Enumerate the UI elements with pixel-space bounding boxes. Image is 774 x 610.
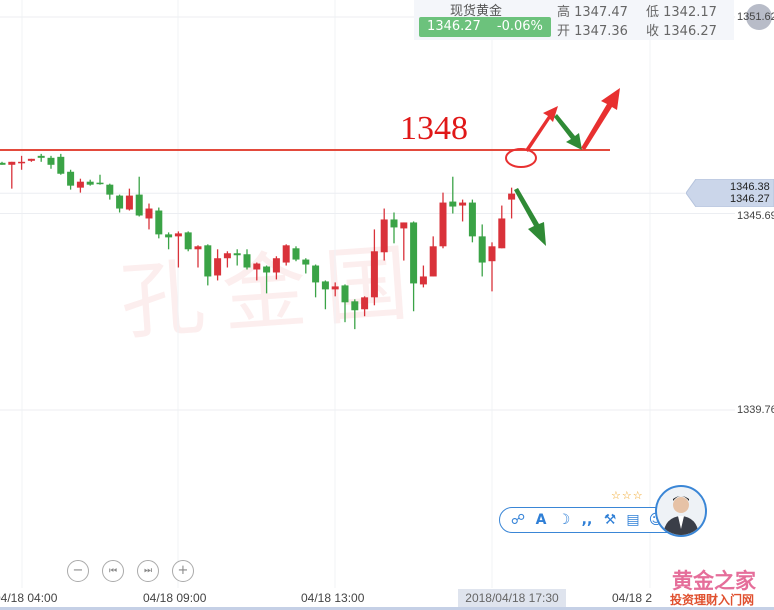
candle-body [400,222,408,229]
candle-body [106,184,114,195]
candle-body [243,254,251,268]
candle-body [410,222,418,284]
avatar[interactable] [655,485,707,537]
price-label: 1346.38 [730,181,770,193]
red-arrow-up-icon [525,106,558,152]
candle-body [47,157,55,165]
candle-body [135,194,143,216]
y-tick-label: 1339.76 [737,404,774,416]
open-price: 开 1347.36 [557,24,628,39]
candle-body [155,210,163,235]
candle-body [76,181,84,188]
candle-body [57,156,65,174]
price-label: 1346.27 [730,193,770,205]
candles [0,153,516,330]
candle-body [380,219,388,253]
x-axis [0,588,774,610]
green-arrow-down-icon-2 [514,188,546,246]
grid [0,0,735,588]
gear-icon[interactable] [746,4,772,30]
candle-body [145,208,153,219]
candle-body [253,263,261,270]
crosshair-time-label: 2018/04/18 17:30 [458,589,566,607]
candle-body [263,266,271,273]
site-logo: 黄金之家 [672,569,756,593]
candle-body [478,236,486,263]
x-tick-label: 04/18 13:00 [301,591,365,605]
close-price: 收 1346.27 [646,24,717,39]
moon-icon[interactable]: ☽ [557,512,571,528]
candle-body [184,232,192,250]
candle-body [498,218,506,249]
rating-stars: ☆☆☆ [611,489,644,502]
candle-body [488,246,496,262]
wrench-icon[interactable]: ⚒ [603,512,617,528]
red-arrow-up-icon-2 [581,88,620,150]
candle-body [37,155,45,158]
candle-body [321,281,329,290]
quote-panel: 现货黄金 1346.27 -0.06% 高 1347.47 低 1342.17 … [414,0,734,40]
high-price: 高 1347.47 [557,5,628,20]
instrument-name: 现货黄金 [450,4,503,19]
y-tick-label: 1351.62 [737,11,774,23]
clipboard-icon[interactable]: ▤ [626,512,640,528]
candle-body [312,265,320,283]
zoom-out-button[interactable]: − [67,560,89,582]
candle-body [223,253,231,259]
lock-icon[interactable]: ☍ [510,512,526,528]
candle-body [370,251,378,298]
candle-body [27,158,35,161]
text-icon[interactable]: A [535,512,547,528]
candle-body [468,202,476,237]
candle-body [125,195,133,210]
candle-body [214,258,222,276]
candle-body [439,202,447,247]
candle-body [194,246,202,250]
candle-body [351,301,359,311]
scroll-end-button[interactable]: ⏭ [137,560,159,582]
zoom-in-button[interactable]: + [172,560,194,582]
price-badge: 1346.27 -0.06% [419,17,551,37]
candle-body [459,202,467,206]
candle-body [341,285,349,303]
low-price: 低 1342.17 [646,5,717,20]
annotation-label: 1348 [400,110,468,147]
x-tick-label: 04/18 2 [612,591,653,605]
candle-body [282,245,290,263]
candle-body [233,253,241,256]
annotation-circle [505,148,537,168]
candle-body [429,246,437,277]
candle-body [18,161,26,164]
quote-icon[interactable]: ,, [581,512,593,528]
candle-body [449,201,457,207]
candle-body [508,193,516,200]
candle-body [390,219,398,228]
candle-body [67,171,75,186]
candle-body [292,248,300,260]
x-tick-label: 04/18 04:00 [0,591,58,605]
candle-body [361,297,369,310]
y-tick-label: 1345.69 [737,210,774,222]
scroll-start-button[interactable]: ⏮ [102,560,124,582]
candle-body [86,181,94,185]
last-price: 1346.27 [427,19,481,34]
candle-body [204,245,212,277]
candle-body [272,258,280,273]
candle-body [0,162,6,165]
change-percent: -0.06% [496,19,543,34]
site-logo-subtitle: 投资理财入门网 [670,593,755,607]
candle-body [165,234,173,238]
annotations [0,88,620,246]
green-arrow-down-icon [554,114,582,150]
candle-body [96,182,104,185]
candle-body [419,276,427,285]
candle-body [331,286,339,290]
candle-body [116,195,124,209]
current-price-tag: 1346.38 1346.27 [686,179,774,207]
candle-body [8,161,16,165]
candle-body [174,233,182,237]
candle-body [302,259,310,265]
x-tick-label: 04/18 09:00 [143,591,207,605]
